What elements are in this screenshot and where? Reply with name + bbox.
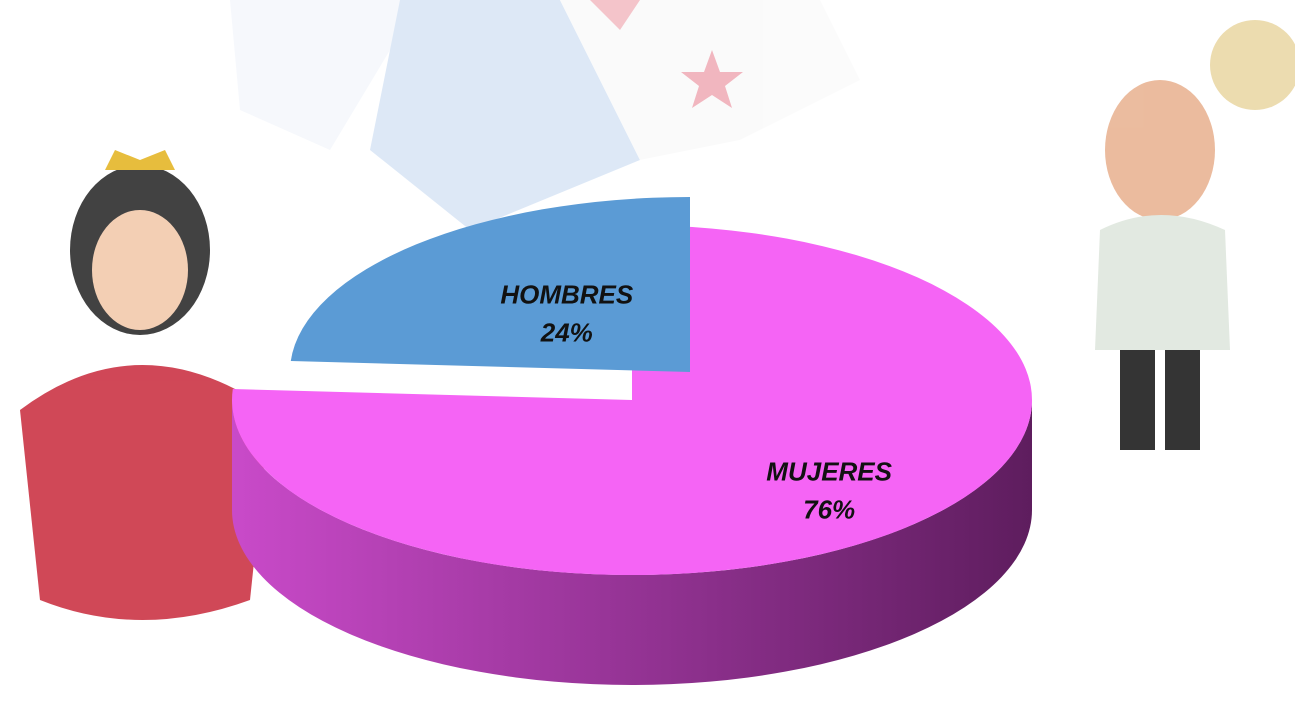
slice-value-label: 24% — [540, 317, 593, 347]
man-figure — [1095, 20, 1295, 450]
woman-figure — [20, 150, 270, 620]
slice-value-label: 76% — [803, 495, 855, 525]
background-flag — [230, 0, 860, 230]
chart: MUJERES 76% HOMBRES 24% — [0, 0, 1295, 705]
slice-category-label: HOMBRES — [500, 279, 634, 309]
slice-category-label: MUJERES — [766, 457, 892, 487]
